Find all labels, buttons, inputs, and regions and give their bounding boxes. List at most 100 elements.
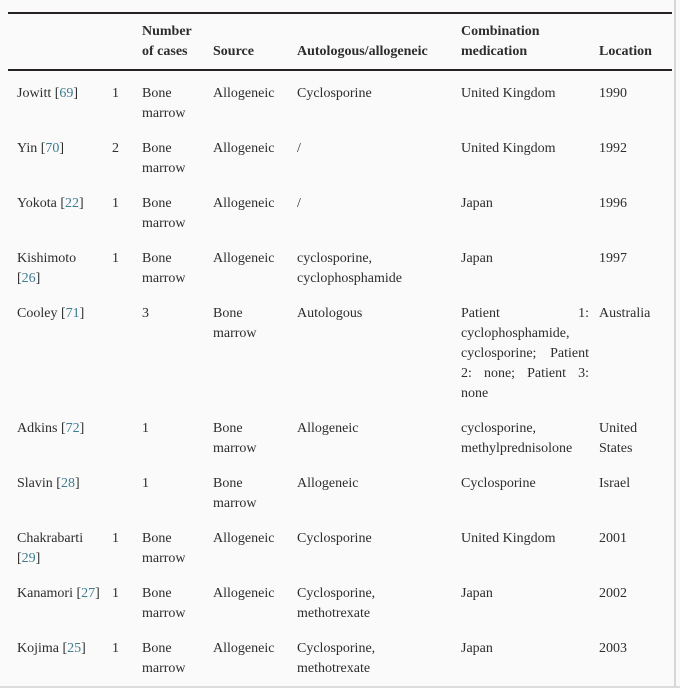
author-name: Kojima (17, 641, 59, 656)
table-cell: Allogeneic (213, 586, 275, 601)
column-header: Source (213, 44, 254, 59)
table-cell: 1 (142, 421, 149, 436)
table-cell: Bone marrow (142, 641, 186, 676)
author-name: Kishimoto (17, 251, 77, 266)
table-row: Jowitt [69] 1 Bone marrow Allogeneic Cyclosp… (8, 70, 672, 126)
table-cell: / (297, 196, 301, 211)
reference-link[interactable]: 69 (59, 86, 74, 101)
table-cell: 1 (112, 196, 119, 211)
table-cell: Bone marrow (213, 306, 257, 341)
table-cell: Cyclosporine (297, 86, 372, 101)
table-cell: cyclosporine, methylprednisolone (461, 421, 573, 456)
table-cell: United States (599, 421, 638, 456)
table-cell: 1 (112, 641, 119, 656)
table-cell: Bone marrow (213, 476, 257, 511)
column-header-empty (112, 13, 142, 70)
table-cell: Bone marrow (142, 196, 186, 231)
author-cell: Cooley [71] (17, 306, 85, 321)
reference-link[interactable]: 22 (64, 196, 79, 211)
reference-link[interactable]: 28 (60, 476, 75, 491)
table-cell: Allogeneic (213, 141, 275, 156)
table-row: Yin [70] 2 Bone marrow Allogeneic / United Ki… (8, 126, 672, 181)
table-cell: Bone marrow (142, 531, 186, 566)
table-cell: 2001 (599, 531, 627, 546)
author-name: Chakrabarti (17, 531, 84, 546)
case-reports-table-container: Number of cases Source Autologous/allogene… (8, 12, 672, 681)
table-cell: 1992 (599, 141, 627, 156)
author-cell: Jowitt [69] (17, 86, 79, 101)
table-cell: Allogeneic (213, 196, 275, 211)
table-cell: 2003 (599, 641, 627, 656)
table-cell: United Kingdom (461, 531, 556, 546)
table-row: Cooley [71] 3 Bone marrow Autologous Patient… (8, 291, 672, 406)
table-cell: Bone marrow (213, 421, 257, 456)
table-cell: United Kingdom (461, 86, 556, 101)
table-cell: cyclosporine, cyclophosphamide (297, 251, 402, 286)
table-cell: Patient 1: cyclophosphamide, cyclosporin… (461, 306, 589, 401)
table-cell: Australia (599, 306, 651, 321)
author-cell: Chakrabarti [29] (17, 531, 84, 566)
table-cell: Autologous (297, 306, 363, 321)
table-cell: 1 (112, 251, 119, 266)
table-cell: 1997 (599, 251, 627, 266)
table-cell: Allogeneic (213, 531, 275, 546)
table-cell: 2 (112, 141, 119, 156)
case-reports-table: Number of cases Source Autologous/allogene… (8, 12, 672, 681)
column-header: Number of cases (142, 24, 192, 59)
table-row: Kojima [25] 1 Bone marrow Allogeneic Cyclosp… (8, 626, 672, 681)
table-cell (112, 291, 142, 406)
table-cell: Bone marrow (142, 586, 186, 621)
table-cell (112, 406, 142, 461)
table-cell: Allogeneic (297, 476, 359, 491)
table-header: Number of cases Source Autologous/allogene… (8, 13, 672, 70)
table-cell: 1 (112, 531, 119, 546)
table-cell: 1 (112, 586, 119, 601)
table-cell: 1 (112, 86, 119, 101)
author-cell: Kojima [25] (17, 641, 86, 656)
table-cell: Cyclosporine (297, 531, 372, 546)
reference-link[interactable]: 29 (21, 551, 36, 566)
table-cell: 3 (142, 306, 149, 321)
table-cell: Japan (461, 251, 493, 266)
reference-link[interactable]: 72 (65, 421, 80, 436)
table-header-row: Number of cases Source Autologous/allogene… (8, 13, 672, 70)
table-cell: Japan (461, 196, 493, 211)
author-cell: Slavin [28] (17, 476, 80, 491)
column-header: Location (599, 44, 652, 59)
author-name: Jowitt (17, 86, 52, 101)
column-header: Autologous/allogeneic (297, 44, 428, 59)
table-cell: Allogeneic (297, 421, 359, 436)
table-row: Kishimoto [26] 1 Bone marrow Allogeneic cycl… (8, 236, 672, 291)
table-row: Kanamori [27] 1 Bone marrow Allogeneic Cyclo… (8, 571, 672, 626)
table-cell: Israel (599, 476, 631, 491)
author-cell: Yin [70] (17, 141, 65, 156)
table-cell: Bone marrow (142, 141, 186, 176)
table-row: Chakrabarti [29] 1 Bone marrow Allogeneic Cy… (8, 516, 672, 571)
table-row: Adkins [72] 1 Bone marrow Allogeneic cyclosp… (8, 406, 672, 461)
reference-link[interactable]: 70 (45, 141, 60, 156)
table-cell: 1990 (599, 86, 627, 101)
bottom-edge-divider (0, 686, 680, 688)
author-cell: Yokota [22] (17, 196, 84, 211)
reference-link[interactable]: 27 (81, 586, 96, 601)
reference-link[interactable]: 26 (21, 271, 36, 286)
table-cell (112, 461, 142, 516)
table-cell: Allogeneic (213, 251, 275, 266)
author-name: Adkins (17, 421, 58, 436)
author-cell: Kishimoto [26] (17, 251, 77, 286)
table-cell: Cyclosporine, methotrexate (297, 641, 376, 676)
reference-link[interactable]: 25 (67, 641, 82, 656)
author-cell: Kanamori [27] (17, 586, 100, 601)
table-cell: 1996 (599, 196, 627, 211)
content-edge-divider (674, 0, 676, 688)
table-cell: Bone marrow (142, 251, 186, 286)
column-header: Combination medication (461, 24, 540, 59)
table-cell: 1 (142, 476, 149, 491)
author-cell: Adkins [72] (17, 421, 85, 436)
table-cell: Allogeneic (213, 86, 275, 101)
table-cell: 2002 (599, 586, 627, 601)
table-cell: Cyclosporine, methotrexate (297, 586, 376, 621)
reference-link[interactable]: 71 (65, 306, 80, 321)
author-name: Slavin (17, 476, 53, 491)
